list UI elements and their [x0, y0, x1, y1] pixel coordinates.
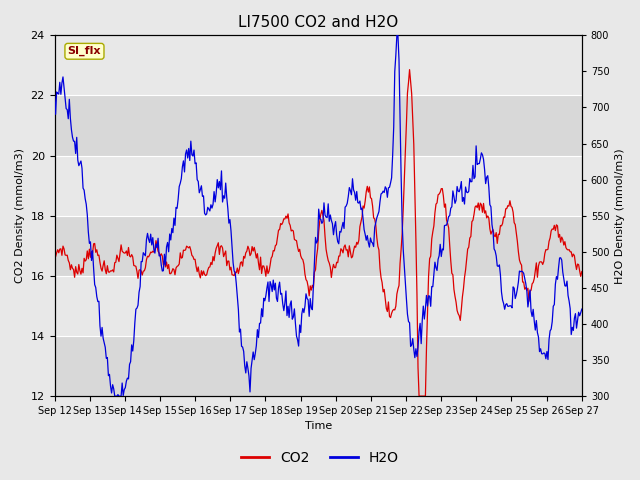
Bar — [54, 276, 582, 336]
Bar — [54, 96, 582, 156]
Y-axis label: CO2 Density (mmol/m3): CO2 Density (mmol/m3) — [15, 148, 25, 283]
Bar — [54, 36, 582, 96]
Legend: CO2, H2O: CO2, H2O — [236, 445, 404, 471]
Y-axis label: H2O Density (mmol/m3): H2O Density (mmol/m3) — [615, 148, 625, 284]
X-axis label: Time: Time — [305, 421, 332, 432]
Bar — [54, 216, 582, 276]
Bar — [54, 156, 582, 216]
Bar — [54, 336, 582, 396]
Title: LI7500 CO2 and H2O: LI7500 CO2 and H2O — [238, 15, 398, 30]
Text: SI_flx: SI_flx — [68, 46, 101, 57]
